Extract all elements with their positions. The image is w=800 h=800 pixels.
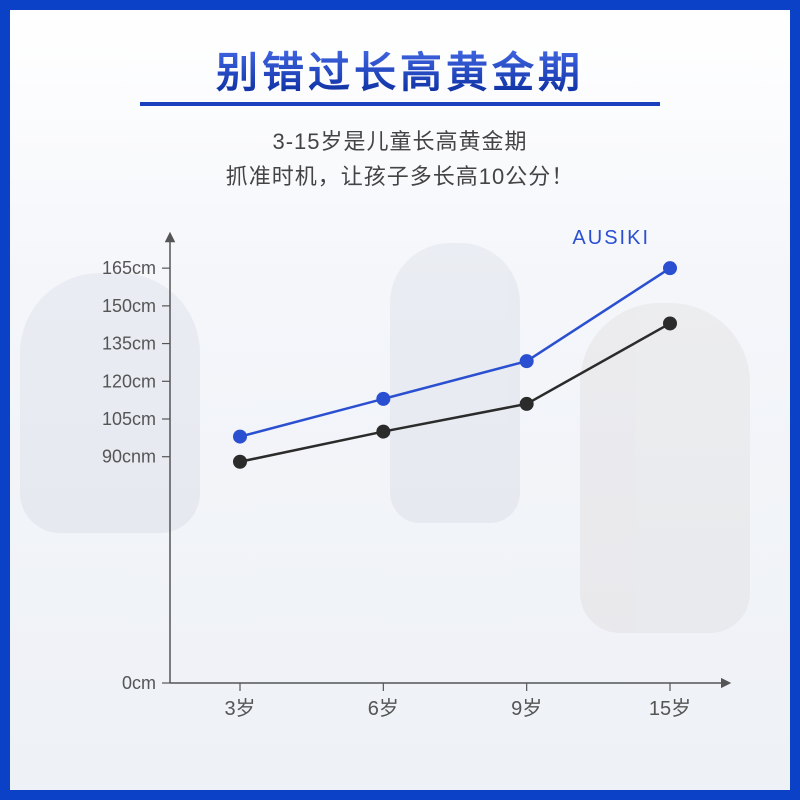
svg-text:135cm: 135cm [102, 333, 156, 353]
subtitle: 3-15岁是儿童长高黄金期 抓准时机，让孩子多长高10公分！ [226, 124, 574, 194]
svg-text:6岁: 6岁 [368, 697, 399, 720]
svg-text:3岁: 3岁 [224, 697, 255, 720]
subtitle-line-1: 3-15岁是儿童长高黄金期 [226, 124, 574, 159]
svg-text:150cm: 150cm [102, 295, 156, 315]
card: 别错过长高黄金期 3-15岁是儿童长高黄金期 抓准时机，让孩子多长高10公分！ … [10, 10, 790, 790]
svg-text:15岁: 15岁 [649, 697, 691, 720]
svg-text:105cm: 105cm [102, 409, 156, 429]
svg-text:120cm: 120cm [102, 371, 156, 391]
svg-text:AUSIKI: AUSIKI [572, 227, 650, 249]
title-underline [140, 102, 660, 106]
svg-text:0cm: 0cm [122, 673, 156, 693]
subtitle-line-2: 抓准时机，让孩子多长高10公分！ [226, 159, 574, 194]
growth-chart: 0cm 90cnm 105cm 120cm 135cm 150cm 165cm 3岁 6岁 9岁 1… [60, 213, 740, 733]
main-title: 别错过长高黄金期 [216, 50, 584, 96]
chart-svg: 0cm 90cnm 105cm 120cm 135cm 150cm 165cm 3岁 6岁 9岁 1… [60, 213, 740, 733]
svg-text:165cm: 165cm [102, 258, 156, 278]
svg-text:90cnm: 90cnm [102, 446, 156, 466]
svg-text:9岁: 9岁 [511, 697, 542, 720]
